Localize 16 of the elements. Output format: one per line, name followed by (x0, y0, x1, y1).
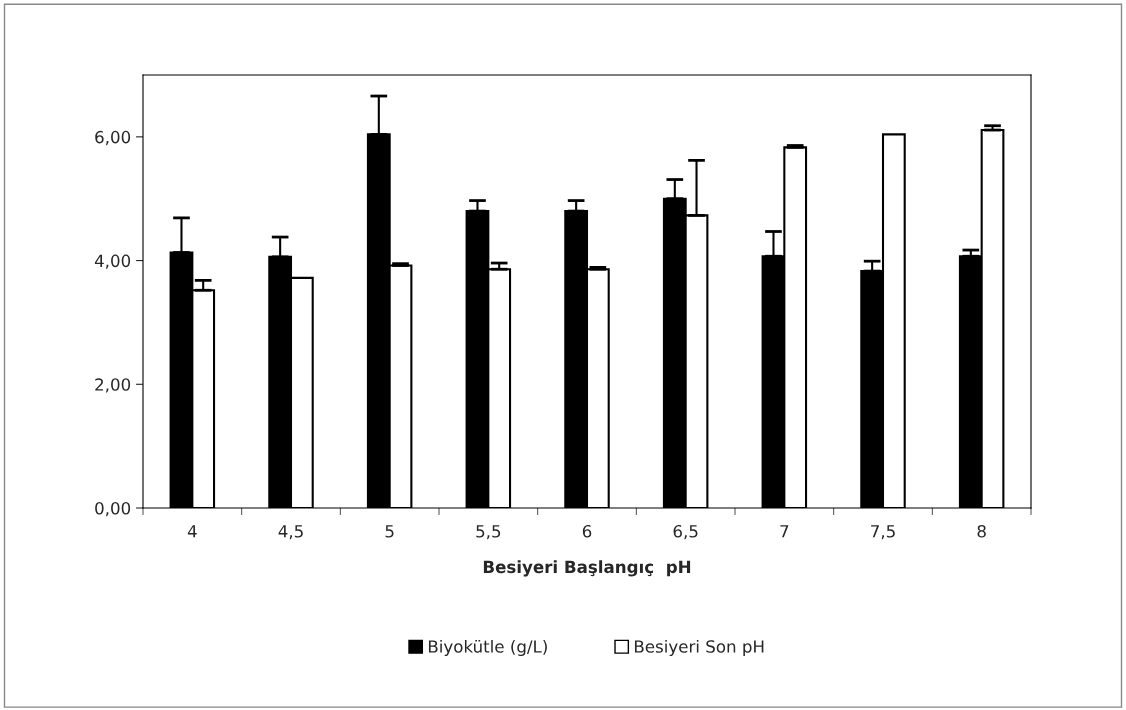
legend-label: Biyokütle (g/L) (428, 639, 547, 657)
x-tick-label: 6,5 (673, 524, 698, 540)
x-tick-label: 5,5 (476, 525, 501, 540)
x-tick-label: 7,5 (871, 525, 895, 540)
x-tick-label: 5 (385, 525, 394, 538)
x-axis-title: Besiyeri Başlangıç pH (483, 560, 691, 577)
y-tick-label: 2,00 (95, 378, 131, 393)
x-tick-label: 8 (977, 524, 986, 538)
y-tick-label: 6,00 (95, 130, 131, 146)
x-tick-label: 6 (582, 524, 592, 538)
x-tick-label: 4,5 (278, 525, 303, 540)
x-tick-label: 7 (780, 525, 789, 538)
y-tick-label: 0,00 (95, 501, 131, 517)
x-tick-label: 4 (187, 525, 197, 538)
legend-label: Besiyeri Son pH (634, 639, 764, 657)
y-tick-label: 4,00 (94, 254, 131, 269)
